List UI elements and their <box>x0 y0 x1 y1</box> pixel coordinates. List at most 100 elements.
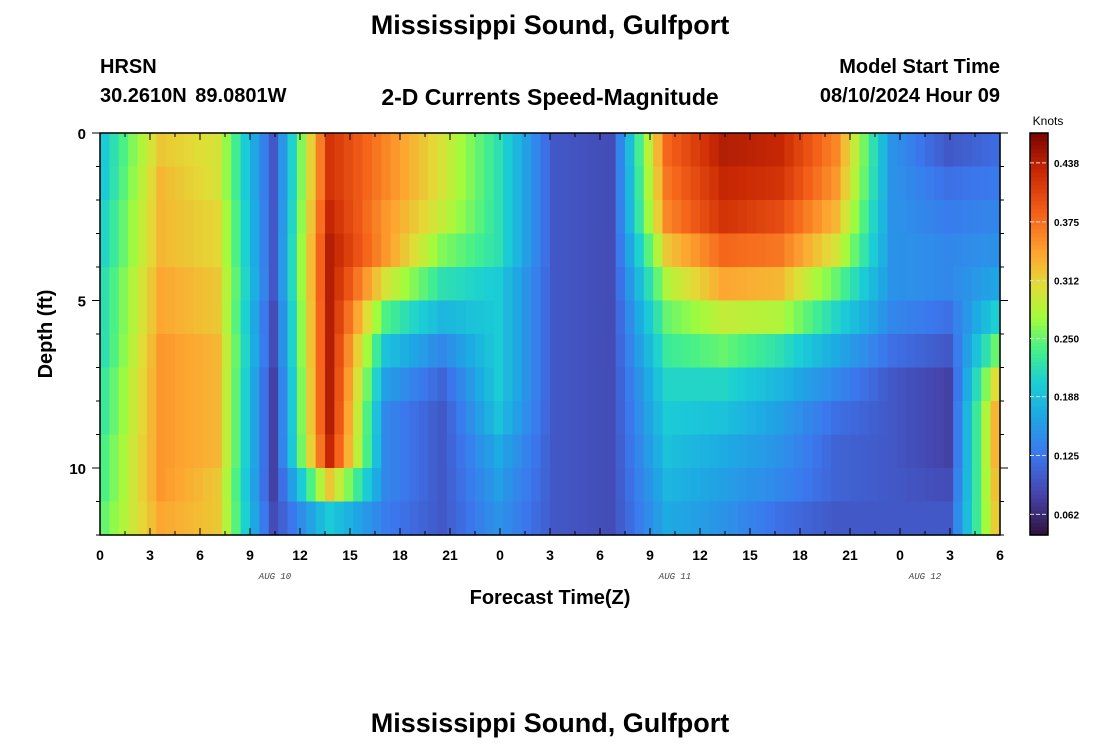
heatmap-cell <box>737 401 748 436</box>
heatmap-cell <box>353 166 364 201</box>
heatmap-cell <box>503 468 514 503</box>
heatmap-cell <box>868 334 879 369</box>
heatmap-cell <box>287 434 298 469</box>
heatmap-cell <box>278 133 289 168</box>
heatmap-cell <box>596 166 607 201</box>
heatmap-cell <box>840 334 851 369</box>
heatmap-cell <box>934 501 945 536</box>
heatmap-cell <box>306 434 317 469</box>
heatmap-cell <box>409 401 420 436</box>
heatmap-cell <box>943 434 954 469</box>
heatmap-cell <box>409 233 420 268</box>
heatmap-cell <box>971 300 982 335</box>
heatmap-cell <box>259 300 270 335</box>
heatmap-cell <box>456 133 467 168</box>
heatmap-cell <box>362 334 373 369</box>
heatmap-cell <box>118 367 129 402</box>
colorbar-segment <box>1030 418 1048 424</box>
heatmap-cell <box>203 334 214 369</box>
heatmap-cell <box>109 334 120 369</box>
heatmap-cell <box>165 401 176 436</box>
heatmap-cell <box>184 434 195 469</box>
heatmap-cell <box>887 501 898 536</box>
heatmap-cell <box>428 233 439 268</box>
heatmap-cell <box>700 367 710 402</box>
heatmap-cell <box>840 367 851 402</box>
heatmap-cell <box>521 267 532 302</box>
heatmap-cell <box>550 133 560 168</box>
heatmap-cell <box>165 334 176 369</box>
heatmap-cell <box>681 501 692 536</box>
heatmap-cell <box>193 267 204 302</box>
heatmap-cell <box>362 367 373 402</box>
heatmap-cell <box>428 367 439 402</box>
heatmap-cell <box>390 334 401 369</box>
heatmap-cell <box>915 300 926 335</box>
heatmap-cell <box>803 300 814 335</box>
heatmap-cell <box>465 434 476 469</box>
heatmap-cell <box>878 166 889 201</box>
heatmap-cell <box>953 334 964 369</box>
heatmap-cell <box>962 267 973 302</box>
heatmap-cell <box>540 300 551 335</box>
heatmap-cell <box>653 200 664 235</box>
heatmap-cell <box>428 166 439 201</box>
heatmap-cell <box>381 300 392 335</box>
heatmap-cell <box>100 367 110 402</box>
heatmap-cell <box>371 133 382 168</box>
heatmap-cell <box>746 133 757 168</box>
x-tick-label: 0 <box>896 547 904 563</box>
colorbar-segment <box>1030 374 1048 379</box>
heatmap-cell <box>850 267 860 302</box>
heatmap-cell <box>175 133 185 168</box>
heatmap-cell <box>503 434 514 469</box>
colorbar-tick-label: 0.375 <box>1054 218 1079 229</box>
heatmap-cell <box>165 133 176 168</box>
heatmap-cell <box>193 166 204 201</box>
heatmap-cell <box>831 200 842 235</box>
colorbar-tick-label: 0.250 <box>1054 335 1079 346</box>
heatmap-cell <box>718 233 729 268</box>
heatmap-cell <box>287 267 298 302</box>
colorbar-segment <box>1030 229 1048 235</box>
heatmap-cell <box>971 166 982 201</box>
heatmap-cell <box>606 434 617 469</box>
heatmap-cell <box>962 501 973 536</box>
heatmap-cell <box>409 200 420 235</box>
heatmap-cell <box>550 401 560 436</box>
heatmap-cell <box>671 200 682 235</box>
heatmap-cell <box>746 401 757 436</box>
colorbar-segment <box>1030 430 1048 436</box>
heatmap-cell <box>325 133 335 168</box>
heatmap-cell <box>915 468 926 503</box>
heatmap-cell <box>578 401 589 436</box>
heatmap-cell <box>681 267 692 302</box>
heatmap-cell <box>887 166 898 201</box>
x-tick-label: 18 <box>792 547 808 563</box>
heatmap-cell <box>906 501 917 536</box>
heatmap-cell <box>887 300 898 335</box>
heatmap-cell <box>550 166 560 201</box>
heatmap-cell <box>109 267 120 302</box>
colorbar-segment <box>1030 149 1048 154</box>
heatmap-cell <box>784 468 795 503</box>
heatmap-cell <box>681 166 692 201</box>
heatmap-cell <box>821 300 832 335</box>
heatmap-cell <box>981 367 992 402</box>
heatmap-cell <box>878 367 889 402</box>
heatmap-cell <box>428 200 439 235</box>
heatmap-cell <box>990 401 1001 436</box>
colorbar-segment <box>1030 358 1048 363</box>
heatmap-cell <box>390 300 401 335</box>
heatmap-cell <box>484 334 495 369</box>
heatmap-cell <box>634 300 645 335</box>
heatmap-cell <box>221 166 232 201</box>
heatmap-cell <box>521 468 532 503</box>
heatmap-cell <box>287 233 298 268</box>
heatmap-cell <box>278 200 289 235</box>
heatmap-cell <box>681 334 692 369</box>
heatmap-cell <box>718 166 729 201</box>
heatmap-cell <box>896 267 907 302</box>
heatmap-cell <box>868 233 879 268</box>
heatmap-cell <box>765 434 776 469</box>
